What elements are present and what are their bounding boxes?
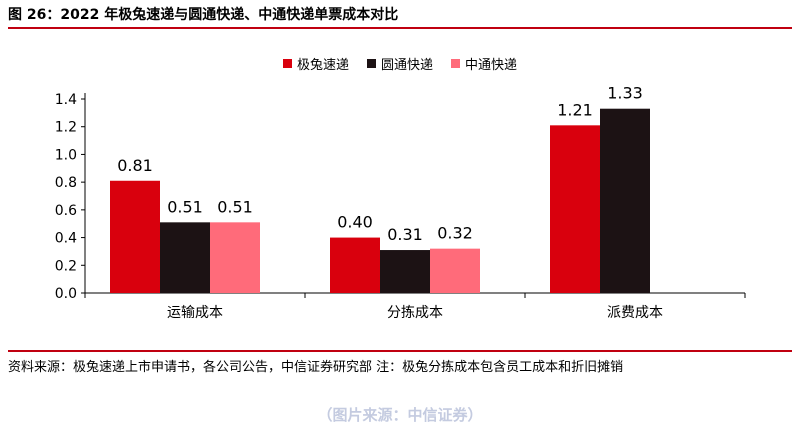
bar xyxy=(550,125,600,293)
data-label: 0.31 xyxy=(387,225,423,244)
source-note: 资料来源：极兔速递上市申请书，各公司公告，中信证券研究部 注：极兔分拣成本包含员… xyxy=(8,360,624,375)
data-label: 0.51 xyxy=(167,197,203,216)
bar xyxy=(110,180,160,293)
data-label: 0.81 xyxy=(117,156,153,175)
bar xyxy=(430,248,480,293)
x-tick-label: 派费成本 xyxy=(607,305,663,321)
figure-title: 图 26：2022 年极兔速递与圆通快递、中通快递单票成本对比 xyxy=(8,7,399,23)
y-tick-label: 0.0 xyxy=(55,286,77,302)
x-tick-label: 分拣成本 xyxy=(387,305,443,321)
legend-item-zto: 中通快递 xyxy=(451,54,517,73)
legend-item-jitu: 极兔速递 xyxy=(282,54,349,73)
y-tick-label: 0.8 xyxy=(55,175,77,191)
bar xyxy=(330,237,380,293)
legend-label-zto: 中通快递 xyxy=(465,58,518,73)
legend-swatch-zto xyxy=(451,59,460,68)
legend-label-yto: 圆通快递 xyxy=(380,58,433,73)
bar xyxy=(210,222,260,293)
bottom-rule xyxy=(8,350,792,352)
bar-chart: 0.0 0.2 0.4 0.6 0.8 1.0 1.2 1.4 0.81 0.51 0.51 运输成本… xyxy=(55,84,746,321)
bar xyxy=(600,108,650,293)
x-tick-label: 运输成本 xyxy=(167,305,223,321)
legend-label-jitu: 极兔速递 xyxy=(296,58,349,73)
legend-item-yto: 圆通快递 xyxy=(366,54,433,73)
y-tick-label: 1.2 xyxy=(55,120,77,136)
y-tick-label: 0.6 xyxy=(55,203,77,219)
legend-swatch-yto xyxy=(366,59,376,68)
data-label: 0.32 xyxy=(437,224,473,243)
y-tick-label: 1.4 xyxy=(55,92,77,108)
y-tick-label: 0.2 xyxy=(55,258,77,274)
top-rule xyxy=(8,27,792,29)
bar xyxy=(160,222,210,293)
legend: 极兔速递 圆通快递 中通快递 xyxy=(0,54,800,73)
data-label: 0.40 xyxy=(337,213,373,232)
image-source: （图片来源：中信证券） xyxy=(317,406,483,424)
data-label: 1.21 xyxy=(557,100,593,119)
bar xyxy=(380,250,430,293)
y-tick-label: 1.0 xyxy=(55,147,77,163)
legend-swatch-jitu xyxy=(282,59,292,68)
data-label: 0.51 xyxy=(217,197,253,216)
y-tick-label: 0.4 xyxy=(55,231,77,247)
data-label: 1.33 xyxy=(607,84,643,103)
